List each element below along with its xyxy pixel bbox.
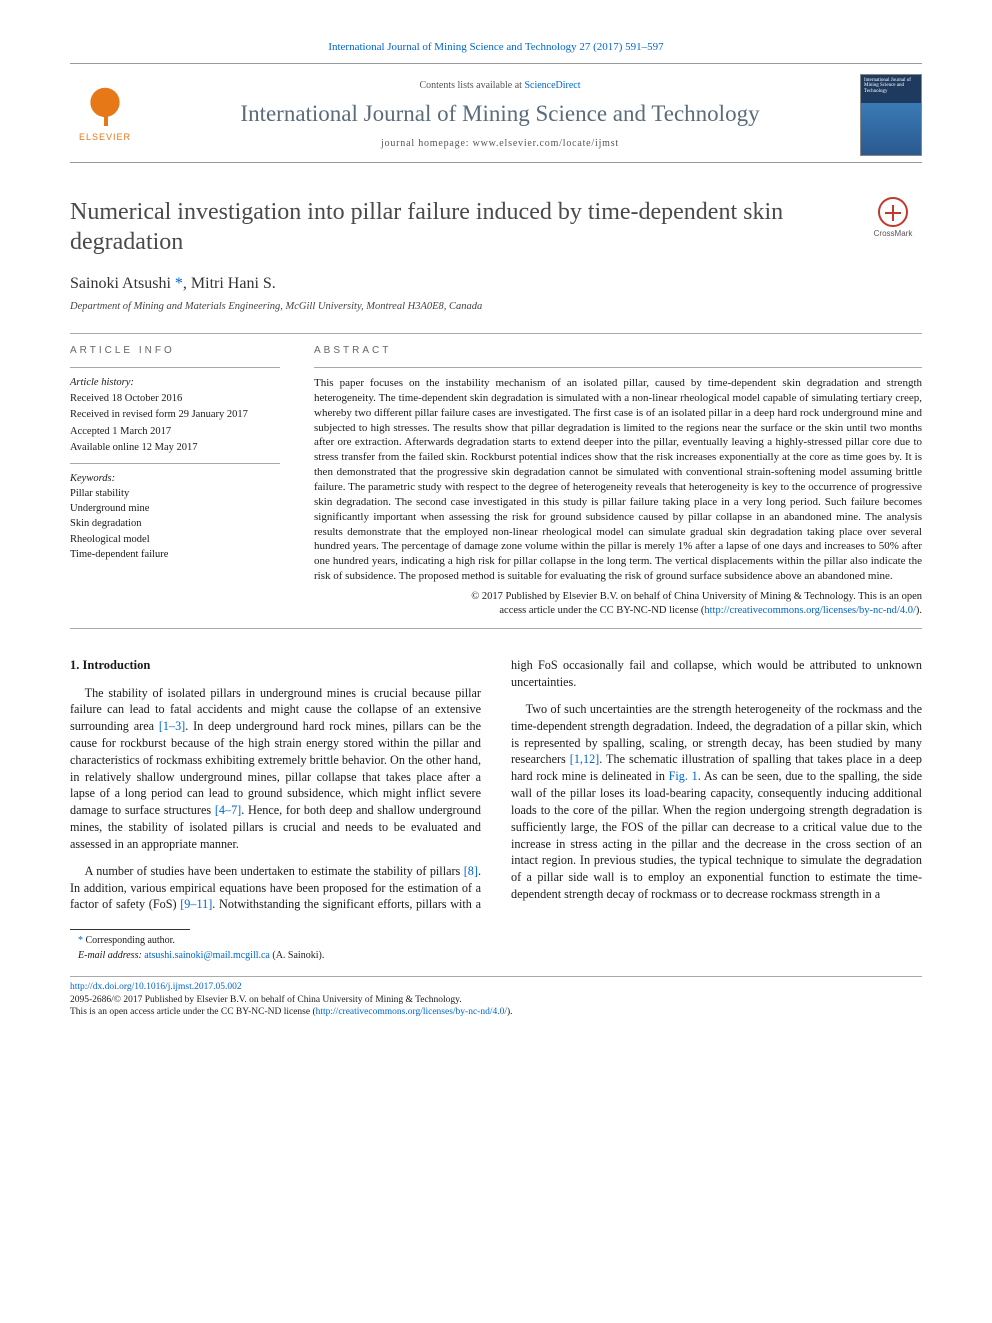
history-received: Received 18 October 2016 xyxy=(70,392,280,406)
history-revised: Received in revised form 29 January 2017 xyxy=(70,408,280,422)
abstract-heading: ABSTRACT xyxy=(314,344,922,358)
page-footer: http://dx.doi.org/10.1016/j.ijmst.2017.0… xyxy=(70,976,922,1018)
email-label: E-mail address: xyxy=(78,950,144,961)
history-accepted: Accepted 1 March 2017 xyxy=(70,425,280,439)
citation-link[interactable]: [9–11] xyxy=(180,897,212,911)
citation-link[interactable]: [4–7] xyxy=(215,803,241,817)
body-paragraph: The stability of isolated pillars in und… xyxy=(70,685,481,853)
author-separator: , xyxy=(183,275,191,292)
divider xyxy=(70,333,922,334)
journal-title-block: Contents lists available at ScienceDirec… xyxy=(156,79,844,151)
article-history-label: Article history: xyxy=(70,376,280,390)
elsevier-tree-icon xyxy=(83,87,127,131)
homepage-prefix: journal homepage: xyxy=(381,138,473,149)
corr-note-text: Corresponding author. xyxy=(86,935,175,946)
abstract-text: This paper focuses on the instability me… xyxy=(314,376,922,584)
corresponding-author-note: * Corresponding author. xyxy=(70,934,922,948)
affiliation: Department of Mining and Materials Engin… xyxy=(70,300,922,314)
keyword-item: Underground mine xyxy=(70,502,280,516)
divider xyxy=(70,628,922,629)
contents-prefix: Contents lists available at xyxy=(419,80,524,91)
journal-header: ELSEVIER Contents lists available at Sci… xyxy=(70,63,922,163)
contents-available-line: Contents lists available at ScienceDirec… xyxy=(156,79,844,93)
keyword-item: Time-dependent failure xyxy=(70,548,280,562)
copyright-line-2-prefix: access article under the CC BY-NC-ND lic… xyxy=(499,605,704,616)
corr-symbol: * xyxy=(78,935,83,946)
article-info-column: ARTICLE INFO Article history: Received 1… xyxy=(70,344,280,619)
footer-license-prefix: This is an open access article under the… xyxy=(70,1007,316,1017)
author-1[interactable]: Sainoki Atsushi xyxy=(70,275,171,292)
text-run: . As can be seen, due to the spalling, t… xyxy=(511,769,922,901)
citation-link[interactable]: [8] xyxy=(464,864,478,878)
journal-name: International Journal of Mining Science … xyxy=(156,98,844,129)
citation-line: International Journal of Mining Science … xyxy=(70,40,922,55)
abstract-copyright: © 2017 Published by Elsevier B.V. on beh… xyxy=(314,590,922,618)
keyword-item: Skin degradation xyxy=(70,517,280,531)
keyword-item: Pillar stability xyxy=(70,487,280,501)
keywords-block: Keywords: Pillar stability Underground m… xyxy=(70,472,280,562)
footnote-separator xyxy=(70,929,190,930)
copyright-line-1: © 2017 Published by Elsevier B.V. on beh… xyxy=(471,591,922,602)
license-link[interactable]: http://creativecommons.org/licenses/by-n… xyxy=(704,605,916,616)
history-online: Available online 12 May 2017 xyxy=(70,441,280,455)
publisher-label: ELSEVIER xyxy=(70,133,140,143)
section-heading-introduction: 1. Introduction xyxy=(70,657,481,674)
footer-license-link[interactable]: http://creativecommons.org/licenses/by-n… xyxy=(316,1007,507,1017)
crossmark-icon xyxy=(878,197,908,227)
crossmark-label: CrossMark xyxy=(874,229,913,238)
doi-link[interactable]: http://dx.doi.org/10.1016/j.ijmst.2017.0… xyxy=(70,982,242,992)
keywords-label: Keywords: xyxy=(70,472,280,486)
sciencedirect-link[interactable]: ScienceDirect xyxy=(524,80,580,91)
email-attribution: (A. Sainoki). xyxy=(270,950,324,961)
article-title: Numerical investigation into pillar fail… xyxy=(70,197,852,257)
homepage-url[interactable]: www.elsevier.com/locate/ijmst xyxy=(473,138,619,149)
copyright-line-2-suffix: ). xyxy=(916,605,922,616)
text-run: A number of studies have been undertaken… xyxy=(85,864,464,878)
author-2[interactable]: Mitri Hani S. xyxy=(191,275,276,292)
citation-link[interactable]: [1,12] xyxy=(570,752,599,766)
citation-link[interactable]: [1–3] xyxy=(159,719,185,733)
corresponding-author-mark[interactable]: * xyxy=(175,275,183,292)
abstract-column: ABSTRACT This paper focuses on the insta… xyxy=(314,344,922,619)
body-paragraph: Two of such uncertainties are the streng… xyxy=(511,701,922,903)
crossmark-badge[interactable]: CrossMark xyxy=(864,197,922,240)
article-info-heading: ARTICLE INFO xyxy=(70,344,280,358)
figure-link[interactable]: Fig. 1 xyxy=(669,769,698,783)
publisher-logo[interactable]: ELSEVIER xyxy=(70,87,140,143)
author-email-link[interactable]: atsushi.sainoki@mail.mcgill.ca xyxy=(144,950,270,961)
homepage-line: journal homepage: www.elsevier.com/locat… xyxy=(156,137,844,151)
footer-license-suffix: ). xyxy=(507,1007,513,1017)
email-line: E-mail address: atsushi.sainoki@mail.mcg… xyxy=(70,949,922,963)
keyword-item: Rheological model xyxy=(70,533,280,547)
footnotes: * Corresponding author. E-mail address: … xyxy=(70,934,922,962)
issn-copyright-line: 2095-2686/© 2017 Published by Elsevier B… xyxy=(70,995,462,1005)
authors-line: Sainoki Atsushi *, Mitri Hani S. xyxy=(70,273,922,295)
article-body: 1. Introduction The stability of isolate… xyxy=(70,657,922,913)
journal-cover-thumbnail[interactable]: International Journal of Mining Science … xyxy=(860,74,922,156)
